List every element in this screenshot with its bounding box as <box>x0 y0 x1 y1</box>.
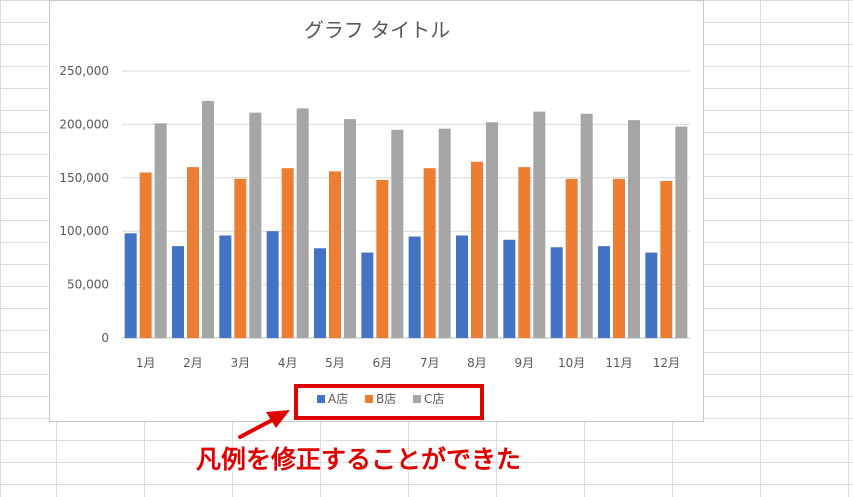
bar-3-6[interactable] <box>391 129 404 338</box>
x-tick-label: 12月 <box>653 356 680 370</box>
bar-3-2[interactable] <box>202 100 214 339</box>
x-tick-label: 4月 <box>278 356 298 370</box>
annotation-text: 凡例を修正することができた <box>196 445 522 474</box>
bar-1-6[interactable] <box>361 252 374 338</box>
bar-1-2[interactable] <box>172 246 184 338</box>
bar-chart: グラフ タイトル 0 50,000 100,000 150,000 200,000 250… <box>59 18 690 420</box>
bar-2-8[interactable] <box>471 161 483 338</box>
y-axis-labels: 0 50,000 100,000 150,000 200,000 250,000 <box>59 64 109 345</box>
x-tick-label: 6月 <box>373 356 393 370</box>
legend-label[interactable]: B店 <box>376 392 396 406</box>
bar-3-1[interactable] <box>154 123 167 338</box>
legend-swatch <box>413 395 421 403</box>
bar-1-1[interactable] <box>124 233 137 338</box>
y-tick-label: 0 <box>101 331 109 345</box>
x-tick-label: 7月 <box>420 356 440 370</box>
bar-2-9[interactable] <box>518 167 531 338</box>
legend[interactable]: A店 B店 C店 <box>294 384 484 420</box>
x-axis-labels: 1月 2月 3月 4月 5月 6月 7月 8月 9月 10月 11月 12月 <box>136 356 680 370</box>
bar-1-11[interactable] <box>598 246 610 338</box>
legend-highlight-box <box>294 384 484 420</box>
bar-3-4[interactable] <box>296 108 309 338</box>
bar-1-7[interactable] <box>408 236 421 338</box>
bar-1-10[interactable] <box>550 247 563 338</box>
bar-2-1[interactable] <box>139 172 152 338</box>
gridlines <box>122 70 690 339</box>
y-tick-label: 50,000 <box>67 278 109 292</box>
bar-3-11[interactable] <box>628 120 640 339</box>
bar-2-7[interactable] <box>423 168 436 338</box>
bar-3-12[interactable] <box>675 126 688 338</box>
y-tick-label: 200,000 <box>59 117 109 131</box>
y-tick-label: 150,000 <box>59 171 109 185</box>
x-tick-label: 9月 <box>515 356 535 370</box>
y-tick-label: 250,000 <box>59 64 109 78</box>
x-tick-label: 11月 <box>605 356 632 370</box>
bar-3-10[interactable] <box>580 113 593 338</box>
bar-3-8[interactable] <box>486 122 498 338</box>
legend-swatch <box>317 395 325 403</box>
x-tick-label: 1月 <box>136 356 156 370</box>
bars <box>124 100 688 339</box>
bar-3-5[interactable] <box>344 119 356 338</box>
bar-2-5[interactable] <box>329 171 341 338</box>
x-tick-label: 2月 <box>183 356 203 370</box>
legend-label[interactable]: C店 <box>424 392 444 406</box>
bar-2-10[interactable] <box>565 178 578 338</box>
x-tick-label: 5月 <box>325 356 345 370</box>
x-tick-label: 8月 <box>467 356 487 370</box>
bar-2-12[interactable] <box>660 181 673 338</box>
bar-1-9[interactable] <box>503 239 516 338</box>
bar-2-6[interactable] <box>376 179 389 338</box>
y-tick-label: 100,000 <box>59 224 109 238</box>
bar-2-11[interactable] <box>613 178 625 338</box>
bar-3-7[interactable] <box>438 128 451 338</box>
bar-2-3[interactable] <box>234 178 247 338</box>
bar-1-12[interactable] <box>645 252 658 338</box>
legend-label[interactable]: A店 <box>328 392 348 406</box>
chart-area[interactable]: グラフ タイトル 0 50,000 100,000 150,000 200,000 250… <box>49 0 704 422</box>
bar-2-2[interactable] <box>187 167 199 338</box>
bar-2-4[interactable] <box>281 168 294 338</box>
legend-swatch <box>365 395 373 403</box>
bar-1-4[interactable] <box>266 231 279 338</box>
x-tick-label: 3月 <box>231 356 251 370</box>
bar-3-3[interactable] <box>249 112 262 338</box>
chart-title[interactable]: グラフ タイトル <box>304 18 450 42</box>
bar-1-5[interactable] <box>314 248 326 338</box>
bar-1-8[interactable] <box>456 235 468 338</box>
bar-1-3[interactable] <box>219 235 232 338</box>
x-tick-label: 10月 <box>558 356 585 370</box>
bar-3-9[interactable] <box>533 111 546 338</box>
